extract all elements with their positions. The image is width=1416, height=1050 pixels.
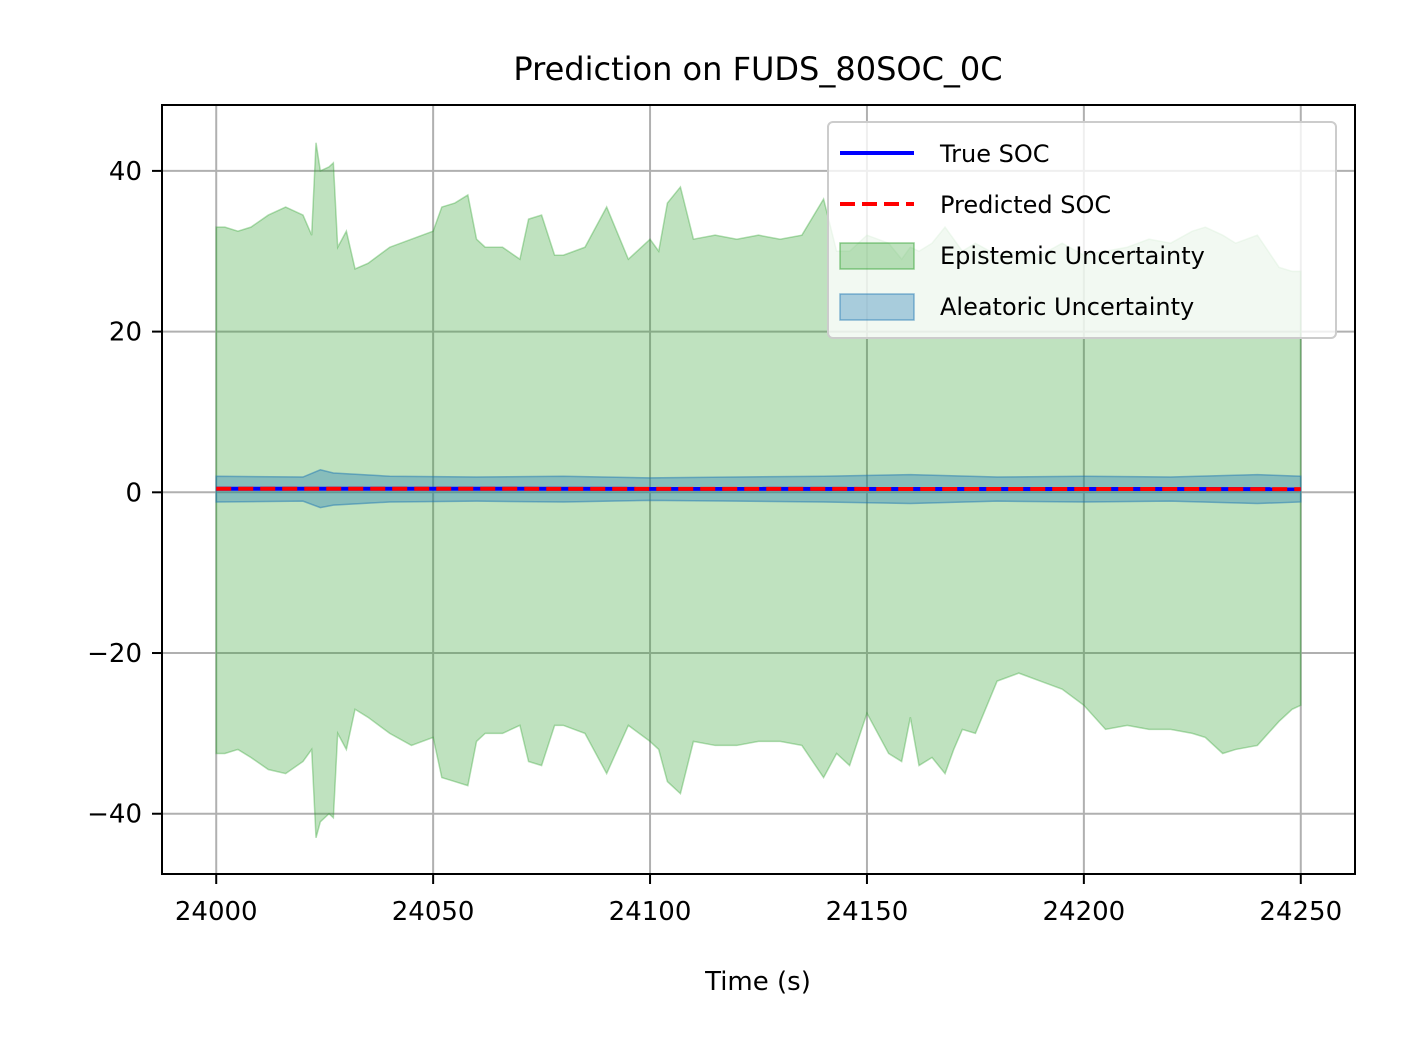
legend-label: Predicted SOC [940, 191, 1111, 219]
x-tick-label: 24100 [609, 897, 692, 927]
y-tick-label: 0 [125, 478, 142, 508]
chart-title: Prediction on FUDS_80SOC_0C [513, 50, 1002, 88]
legend-swatch [839, 242, 915, 270]
y-tick-label: −20 [87, 639, 142, 669]
legend-label: Epistemic Uncertainty [940, 242, 1205, 270]
x-tick-label: 24250 [1259, 897, 1342, 927]
x-axis-ticks: 24000 24050 24100 24150 24200 24250 [175, 874, 1342, 927]
x-axis-label: Time (s) [704, 967, 811, 997]
plot-frame [161, 104, 1356, 875]
y-tick-label: 40 [109, 157, 142, 187]
legend-label: Aleatoric Uncertainty [940, 293, 1194, 321]
legend: True SOC Predicted SOC Epistemic Uncertain… [827, 121, 1337, 339]
legend-label: True SOC [939, 140, 1050, 168]
x-tick-label: 24150 [826, 897, 909, 927]
x-tick-label: 24200 [1043, 897, 1126, 927]
legend-swatch [839, 293, 915, 321]
y-axis-ticks: −40 −20 0 20 40 [87, 157, 162, 830]
x-tick-label: 24000 [175, 897, 258, 927]
legend-box [827, 121, 1337, 339]
y-tick-label: 20 [109, 318, 142, 348]
x-tick-label: 24050 [392, 897, 475, 927]
y-tick-label: −40 [87, 800, 142, 830]
